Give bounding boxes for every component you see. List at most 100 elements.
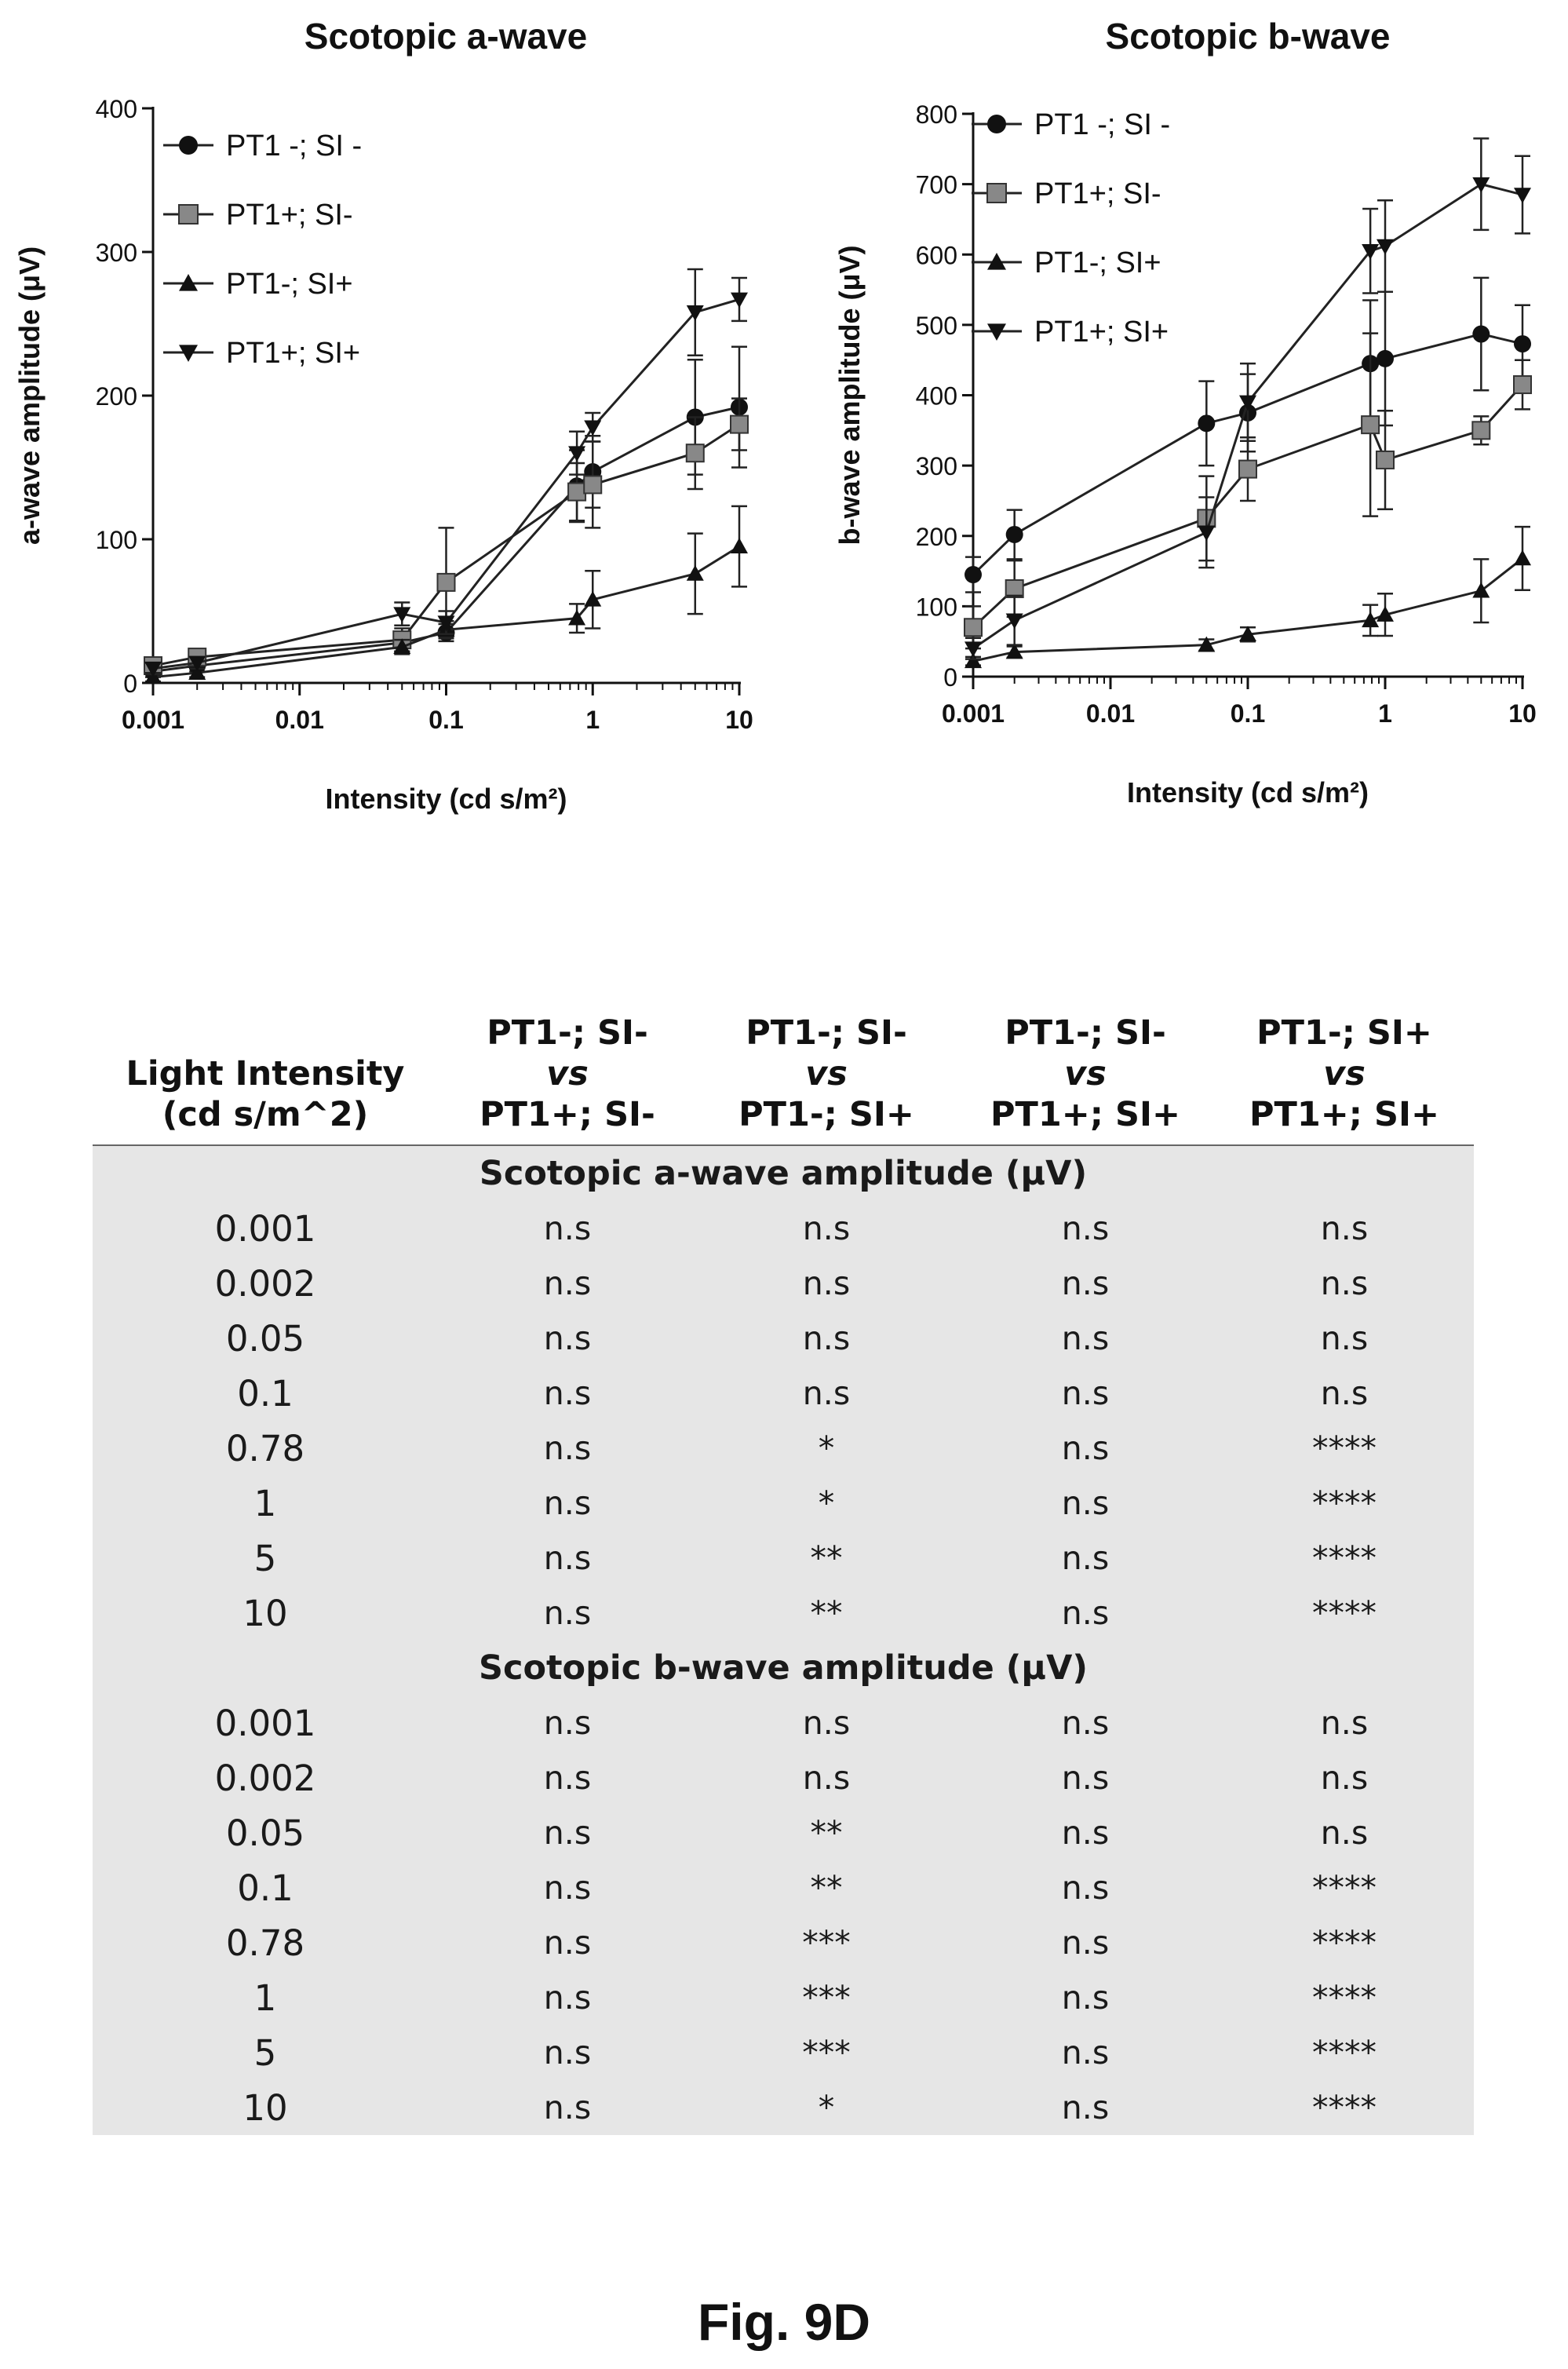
marker-triangle: [393, 638, 411, 655]
significance-cell: n.s: [543, 1704, 592, 1742]
marker-square: [685, 444, 705, 463]
y-axis-label: a-wave amplitude (μV): [13, 246, 46, 545]
section-title: Scotopic a-wave amplitude (μV): [93, 1144, 1474, 1201]
series-triangle: [965, 525, 1531, 669]
legend-label: PT1-; SI+: [226, 268, 353, 301]
significance-cell: n.s: [1061, 1759, 1110, 1797]
intensity-cell: 0.1: [237, 1372, 294, 1414]
y-tick-label: 0: [943, 663, 957, 692]
marker-triangle: [1198, 636, 1216, 652]
marker-down-triangle: [393, 607, 411, 623]
significance-cell: n.s: [1061, 2089, 1110, 2126]
table-section-row: Scotopic b-wave amplitude (μV): [93, 1641, 1474, 1696]
significance-cell: **: [810, 1869, 843, 1907]
significance-cell: n.s: [1061, 1210, 1110, 1247]
header-comparison-vs: vs: [1064, 1054, 1107, 1093]
significance-cell: n.s: [1061, 1320, 1110, 1357]
significance-cell: n.s: [802, 1759, 851, 1797]
significance-cell: n.s: [543, 1979, 592, 2017]
marker-triangle: [965, 652, 982, 669]
table-row: 0.001 n.s n.s n.s n.s: [93, 1201, 1474, 1256]
marker-square: [730, 414, 749, 434]
y-axis-label: b-wave amplitude (μV): [833, 245, 866, 545]
header-comparison-vs: vs: [546, 1054, 589, 1093]
marker-down-triangle: [1377, 239, 1394, 255]
significance-cell: ****: [1312, 1979, 1377, 2017]
significance-cell: n.s: [802, 1320, 851, 1357]
table-row: 0.002 n.s n.s n.s n.s: [93, 1750, 1474, 1805]
header-comparison-group: PT1-; SI-: [746, 1013, 907, 1053]
y-tick-label: 500: [916, 312, 957, 340]
significance-cell: n.s: [1320, 1759, 1369, 1797]
y-tick-label: 0: [123, 670, 137, 698]
significance-cell: ***: [802, 1979, 851, 2017]
significance-cell: n.s: [1061, 1429, 1110, 1467]
x-tick-label: 0.01: [275, 706, 324, 734]
table-row: 0.001 n.s n.s n.s n.s: [93, 1696, 1474, 1750]
significance-cell: *: [818, 1429, 835, 1467]
marker-square: [1238, 459, 1257, 479]
significance-cell: n.s: [543, 1759, 592, 1797]
significance-cell: n.s: [1320, 1210, 1369, 1247]
legend-item: PT1+; SI+: [972, 316, 1169, 349]
significance-cell: n.s: [1061, 1484, 1110, 1522]
intensity-cell: 10: [242, 1592, 288, 1634]
significance-cell: ****: [1312, 1594, 1377, 1632]
marker-down-triangle: [437, 615, 455, 632]
header-comparison-3: PT1-; SI- vs PT1+; SI+: [956, 1013, 1215, 1145]
legend-label: PT1 -; SI -: [1034, 108, 1170, 141]
marker-down-triangle: [144, 661, 162, 677]
header-light-intensity: Light Intensity (cd s/m^2): [93, 1013, 438, 1145]
significance-cell: n.s: [543, 1484, 592, 1522]
legend-item: PT1-; SI+: [972, 246, 1161, 279]
table-row: 1 n.s *** n.s ****: [93, 1970, 1474, 2025]
y-tick-label: 100: [916, 593, 957, 621]
significance-cell: n.s: [1061, 1814, 1110, 1852]
legend-item: PT1+; SI-: [972, 177, 1161, 210]
legend-item: PT1+; SI-: [163, 199, 353, 232]
significance-cell: n.s: [802, 1265, 851, 1302]
marker-down-triangle: [1005, 613, 1023, 630]
intensity-cell: 0.001: [214, 1207, 316, 1250]
table-row: 0.1 n.s ** n.s ****: [93, 1860, 1474, 1915]
marker-down-triangle: [1198, 525, 1216, 542]
series-line: [972, 384, 1524, 629]
marker-down-triangle: [1514, 188, 1531, 204]
header-comparison-group: PT1-; SI+: [738, 1095, 914, 1134]
table-row: 5 n.s ** n.s ****: [93, 1531, 1474, 1586]
intensity-cell: 1: [253, 1977, 277, 2019]
table-row: 0.05 n.s n.s n.s n.s: [93, 1311, 1474, 1366]
y-tick-label: 800: [916, 100, 957, 129]
significance-cell: n.s: [1061, 1704, 1110, 1742]
significance-cell: n.s: [1061, 1979, 1110, 2017]
significance-cell: ****: [1312, 2034, 1377, 2072]
significance-cell: ****: [1312, 1539, 1377, 1577]
significance-cell: ****: [1312, 1429, 1377, 1467]
chart-a-wave: Scotopic a-wave 0 100 200 300 400 0.001 0.01 0.1…: [13, 16, 753, 815]
significance-cell: n.s: [1320, 1814, 1369, 1852]
marker-down-triangle: [965, 641, 982, 658]
marker-circle: [1005, 525, 1023, 543]
significance-cell: **: [810, 1539, 843, 1577]
marker-triangle: [188, 664, 206, 680]
y-tick-label: 300: [96, 239, 137, 267]
legend-label: PT1+; SI-: [226, 199, 353, 232]
significance-cell: n.s: [543, 1320, 592, 1357]
chart-b-wave: Scotopic b-wave 0 100 200 300 400 500 600 700 800…: [833, 16, 1537, 809]
series-down-triangle: [144, 268, 748, 677]
significance-cell: n.s: [1061, 1265, 1110, 1302]
header-comparison-group: PT1+; SI+: [1249, 1095, 1439, 1134]
x-axis-label: Intensity (cd s/m²): [325, 783, 567, 815]
marker-down-triangle: [1362, 243, 1380, 260]
y-tick-label: 200: [916, 523, 957, 551]
legend-label: PT1-; SI+: [1034, 246, 1161, 279]
significance-cell: ****: [1312, 1924, 1377, 1962]
significance-cell: ***: [802, 1924, 851, 1962]
header-comparison-group: PT1-; SI-: [1005, 1013, 1166, 1053]
marker-square: [1376, 450, 1395, 469]
significance-cell: n.s: [1061, 2034, 1110, 2072]
chart-title: Scotopic a-wave: [304, 16, 587, 57]
significance-cell: n.s: [802, 1374, 851, 1412]
marker-circle: [1198, 414, 1216, 433]
x-tick-label: 1: [585, 706, 600, 734]
